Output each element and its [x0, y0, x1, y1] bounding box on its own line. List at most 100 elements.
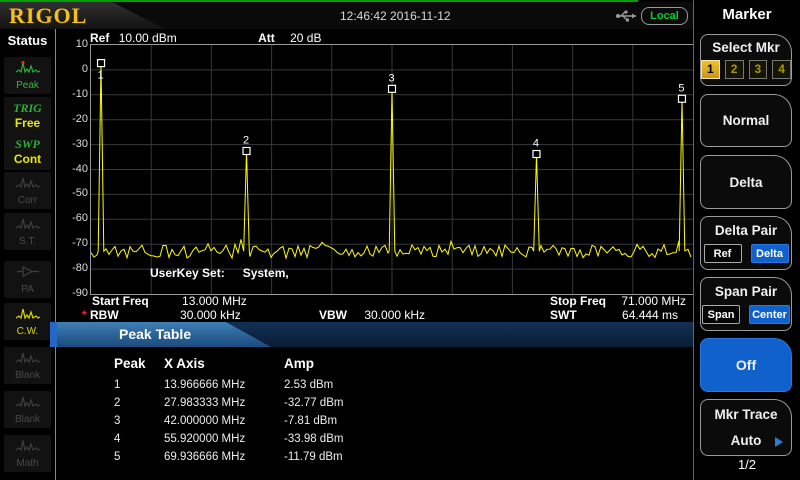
peak-icon	[15, 60, 40, 79]
y-tick-0: 0	[81, 62, 88, 75]
math-icon	[15, 439, 40, 457]
col-peak: Peak	[114, 356, 146, 371]
ref-att-row: Ref 10.00 dBm Att 20 dB	[90, 31, 321, 45]
span-pair-button[interactable]: Span Pair Span Center	[700, 277, 792, 331]
panel-divider	[693, 0, 694, 480]
att-label: Att	[258, 31, 275, 45]
y-tick--80: -80	[72, 262, 88, 275]
top-green-line	[0, 0, 638, 2]
y-tick--90: -90	[72, 287, 88, 299]
rbw-row: * RBW 30.000 kHz	[82, 308, 241, 322]
vbw-label: VBW	[319, 308, 347, 322]
pa-icon	[16, 265, 40, 283]
delta-pair-delta-option[interactable]: Delta	[750, 244, 789, 263]
select-mkr-label: Select Mkr	[712, 40, 780, 55]
marker-2-number: 2	[243, 134, 249, 146]
y-tick--60: -60	[72, 212, 88, 225]
uncal-star: *	[82, 308, 87, 322]
peak-table-title: Peak Table	[119, 326, 192, 342]
status-item-swp: SWP Cont	[4, 133, 51, 170]
stop-freq: Stop Freq 71.000 MHz	[550, 294, 686, 308]
status-item-blank2: Blank	[4, 391, 51, 428]
y-tick-10: 10	[75, 38, 88, 50]
span-pair-span-option[interactable]: Span	[702, 305, 741, 324]
marker-4-square	[532, 149, 541, 159]
span-pair-label: Span Pair	[714, 284, 778, 299]
col-amp: Amp	[284, 356, 314, 371]
status-item-peak: Peak	[4, 57, 51, 94]
stop-freq-label: Stop Freq	[550, 294, 606, 308]
y-tick--40: -40	[72, 162, 88, 175]
mkr-trace-label: Mkr Trace	[714, 407, 778, 422]
marker-5-square	[677, 94, 687, 103]
start-freq-label: Start Freq	[92, 294, 149, 308]
marker-3-number: 3	[388, 72, 394, 84]
rigol-logo: RIGOL	[9, 3, 88, 28]
off-button[interactable]: Off	[700, 338, 792, 392]
clock: 12:46:42 2016-11-12	[340, 9, 451, 23]
stop-freq-value: 71.000 MHz	[621, 294, 687, 308]
waveform-icon	[15, 351, 40, 369]
vbw-value: 30.000 kHz	[364, 308, 426, 322]
menu-page-indicator: 1/2	[737, 457, 757, 472]
swt-value: 64.444 ms	[622, 308, 679, 322]
status-panel-title: Status	[7, 33, 48, 48]
waveform-icon	[15, 217, 40, 235]
status-item-corr: Corr	[4, 172, 51, 209]
delta-pair-button[interactable]: Delta Pair Ref Delta	[700, 216, 792, 270]
usb-icon	[615, 9, 639, 28]
delta-button[interactable]: Delta	[700, 155, 792, 209]
status-panel: Status Peak TRIG Free SWP Cont Corr S.T. PA …	[0, 29, 55, 480]
marker-1-number: 1	[97, 70, 103, 82]
top-bar: RIGOL 12:46:42 2016-11-12 Local	[0, 2, 693, 30]
submenu-arrow-icon	[775, 437, 783, 447]
marker-key-3[interactable]: 3	[748, 60, 768, 79]
rbw-value: 30.000 kHz	[180, 308, 241, 322]
local-badge: Local	[641, 7, 688, 25]
peak-table-row-4: 4 55.920000 MHz -33.98 dBm	[114, 433, 344, 445]
ref-value: 10.00 dBm	[118, 31, 177, 45]
y-tick--10: -10	[72, 87, 88, 100]
marker-key-2[interactable]: 2	[724, 60, 744, 79]
blue-notch	[50, 322, 57, 347]
vbw-row: VBW 30.000 kHz	[319, 308, 425, 322]
y-tick--20: -20	[72, 112, 88, 125]
mkr-trace-value: Auto	[730, 433, 762, 448]
spectrum-plot: 1 2 3 4 5	[90, 44, 694, 295]
status-divider	[55, 29, 56, 480]
mkr-trace-button[interactable]: Mkr Trace Auto	[700, 399, 792, 456]
start-freq-value: 13.000 MHz	[182, 294, 247, 308]
status-item-st: S.T.	[4, 213, 51, 250]
peak-table-header: Peak X Axis Amp	[56, 356, 693, 374]
span-pair-center-option[interactable]: Center	[749, 305, 790, 324]
peak-table-banner: Peak Table	[56, 322, 693, 347]
marker-4-number: 4	[533, 138, 539, 150]
normal-button[interactable]: Normal	[700, 94, 792, 147]
start-freq: Start Freq 13.000 MHz	[92, 294, 247, 308]
att-value: 20 dB	[290, 31, 322, 45]
marker-key-4[interactable]: 4	[772, 60, 791, 79]
peak-table-row-3: 3 42.000000 MHz -7.81 dBm	[114, 415, 338, 427]
off-label: Off	[735, 357, 757, 373]
waveform-icon	[15, 176, 40, 194]
userkey-message: UserKey Set: System,	[150, 266, 307, 280]
y-tick--50: -50	[72, 187, 88, 200]
delta-pair-label: Delta Pair	[714, 223, 778, 238]
delta-label: Delta	[729, 174, 763, 190]
delta-pair-ref-option[interactable]: Ref	[703, 244, 742, 263]
status-item-pa: PA	[4, 261, 51, 298]
marker-key-1[interactable]: 1	[701, 60, 720, 79]
rbw-label: RBW	[90, 308, 119, 322]
swt-label: SWT	[550, 308, 577, 322]
swt-row: SWT 64.444 ms	[550, 308, 678, 322]
main-display: Ref 10.00 dBm Att 20 dB 10 0 -10 -20 -30 -40 -…	[56, 29, 694, 480]
peak-table-row-2: 2 27.983333 MHz -32.77 dBm	[114, 397, 344, 409]
status-item-math: Math	[4, 435, 51, 472]
menu-title: Marker	[722, 6, 772, 23]
status-item-cw: C.W.	[4, 303, 51, 340]
marker-5-number: 5	[678, 82, 684, 94]
